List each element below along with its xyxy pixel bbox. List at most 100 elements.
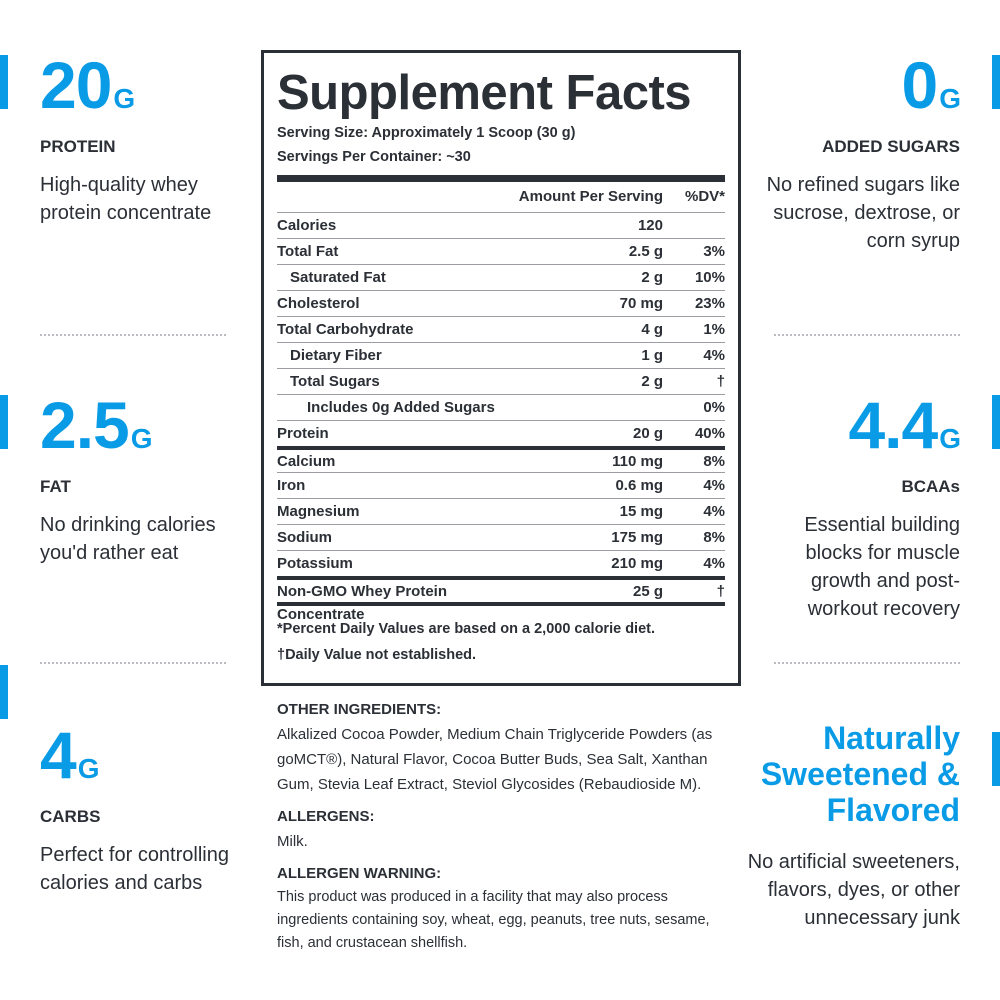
stat-label: BCAAs <box>901 477 960 496</box>
stat-number: 20 <box>40 48 112 122</box>
feature-heading: Naturally Sweetened & Flavored <box>760 720 960 828</box>
nutrient-dv: 1% <box>703 321 725 338</box>
stat-unit: G <box>939 83 961 114</box>
nutrient-name: Calories <box>277 217 337 234</box>
stat-value: 4.4G <box>760 392 961 469</box>
footnote: †Daily Value not established. <box>277 647 477 663</box>
nutrient-name: Cholesterol <box>277 295 360 312</box>
stat-unit: G <box>939 423 961 454</box>
stat-value: 4G <box>40 722 240 799</box>
nutrient-dv: † <box>716 583 725 600</box>
nutrient-name: Total Sugars <box>290 373 380 390</box>
ingredients-heading: OTHER INGREDIENTS: <box>277 701 442 718</box>
nutrient-amount: 110 mg <box>612 453 663 470</box>
nutrient-name: Calcium <box>277 453 336 470</box>
nutrient-amount: 2 g <box>641 373 663 390</box>
nutrient-row: Total Sugars 2 g † <box>277 368 725 394</box>
nutrient-row: Iron 0.6 mg 4% <box>277 472 725 498</box>
stat-desc: Perfect for controlling calories and car… <box>40 844 229 894</box>
stat: 0G ADDED SUGARS No refined sugars like suc… <box>760 52 961 255</box>
accent-bar <box>0 55 8 109</box>
divider <box>774 334 960 336</box>
supplement-facts: Supplement Facts Serving Size: Approxima… <box>261 50 741 686</box>
stat: 20G PROTEIN High-quality whey protein conc… <box>40 52 240 227</box>
stat-number: 4 <box>40 718 77 792</box>
nutrient-name: Magnesium <box>277 503 360 520</box>
facts-header: Amount Per Serving %DV* <box>277 182 725 212</box>
accent-bar <box>992 55 1000 109</box>
nutrient-row: Dietary Fiber 1 g 4% <box>277 342 725 368</box>
nutrient-name: Protein <box>277 425 329 442</box>
nutrient-dv: 3% <box>703 243 725 260</box>
nutrient-amount: 25 g <box>632 583 663 600</box>
nutrient-row: Total Carbohydrate 4 g 1% <box>277 316 725 342</box>
stat-label: PROTEIN <box>40 137 116 156</box>
ingredients: OTHER INGREDIENTS: Alkalized Cocoa Powder… <box>277 700 727 965</box>
stat-unit: G <box>77 753 100 784</box>
stat-label: ADDED SUGARS <box>822 137 960 156</box>
nutrient-row: Total Fat 2.5 g 3% <box>277 238 725 264</box>
stat-value: 2.5G <box>40 392 240 469</box>
nutrient-name: Total Carbohydrate <box>277 321 414 338</box>
accent-bar <box>992 732 1000 786</box>
stat-number: 0 <box>901 48 939 122</box>
nutrient-name: Saturated Fat <box>290 269 386 286</box>
ingredients-text: Alkalized Cocoa Powder, Medium Chain Tri… <box>277 726 713 793</box>
stat-desc: Essential building blocks for muscle gro… <box>804 514 960 620</box>
stat-label: FAT <box>40 477 71 496</box>
nutrient-row: Includes 0g Added Sugars 0% <box>277 394 725 420</box>
nutrient-amount: 175 mg <box>611 529 663 546</box>
nutrient-dv: 4% <box>703 555 725 572</box>
rule <box>277 175 725 182</box>
serving-size: Serving Size: Approximately 1 Scoop (30 … <box>277 125 576 141</box>
footnote: *Percent Daily Values are based on a 2,0… <box>277 621 655 637</box>
nutrient-name: Includes 0g Added Sugars <box>307 399 495 416</box>
nutrient-dv <box>663 213 725 238</box>
nutrient-amount: 2.5 g <box>628 243 663 260</box>
nutrient-dv: 23% <box>694 295 725 312</box>
stat-number: 2.5 <box>40 388 130 462</box>
stat-desc: No refined sugars like sucrose, dextrose… <box>766 174 960 252</box>
nutrient-dv: † <box>716 373 725 390</box>
nutrient-amount: 1 g <box>641 347 663 364</box>
nutrient-row: Calories 120 <box>277 212 725 238</box>
stat-label: CARBS <box>40 807 101 826</box>
stat-value: 20G <box>40 52 240 129</box>
ingredients-heading: ALLERGEN WARNING: <box>277 865 442 882</box>
stat-desc: No drinking calories you'd rather eat <box>40 514 216 564</box>
nutrient-amount: 210 mg <box>611 555 663 572</box>
nutrient-dv: 4% <box>703 503 725 520</box>
stat-unit: G <box>130 423 153 454</box>
divider <box>40 334 226 336</box>
nutrient-amount: 0.6 mg <box>615 477 663 494</box>
stat: 2.5G FAT No drinking calories you'd rather… <box>40 392 240 567</box>
nutrient-dv: 4% <box>703 347 725 364</box>
nutrient-amount: 20 g <box>632 425 663 442</box>
nutrient-amount <box>533 395 663 420</box>
stat-value: 0G <box>760 52 961 129</box>
servings-per-container: Servings Per Container: ~30 <box>277 149 471 165</box>
nutrient-row: Cholesterol 70 mg 23% <box>277 290 725 316</box>
ingredients-text: Milk. <box>277 833 308 850</box>
stat-desc: High-quality whey protein concentrate <box>40 174 212 224</box>
nutrient-amount: 120 <box>637 217 663 234</box>
accent-bar <box>0 395 8 449</box>
accent-bar <box>0 665 8 719</box>
nutrient-name: Potassium <box>277 555 353 572</box>
nutrient-name: Non-GMO Whey Protein Concentrate <box>277 583 447 623</box>
nutrient-dv: 0% <box>703 399 725 416</box>
facts-rows: Calories 120 Total Fat 2.5 g 3% Saturated Fat… <box>277 212 725 623</box>
nutrient-row: Calcium 110 mg 8% <box>277 446 725 472</box>
accent-bar <box>992 395 1000 449</box>
header-amount: Amount Per Serving <box>518 188 663 205</box>
ingredients-text: This product was produced in a facility … <box>277 889 710 951</box>
stat-unit: G <box>113 83 135 114</box>
footnotes: *Percent Daily Values are based on a 2,0… <box>277 602 725 668</box>
nutrient-name: Dietary Fiber <box>290 347 382 364</box>
nutrient-row: Magnesium 15 mg 4% <box>277 498 725 524</box>
nutrient-dv: 8% <box>703 453 725 470</box>
nutrient-amount: 70 mg <box>619 295 663 312</box>
facts-title: Supplement Facts <box>277 66 692 120</box>
nutrient-dv: 10% <box>694 269 725 286</box>
